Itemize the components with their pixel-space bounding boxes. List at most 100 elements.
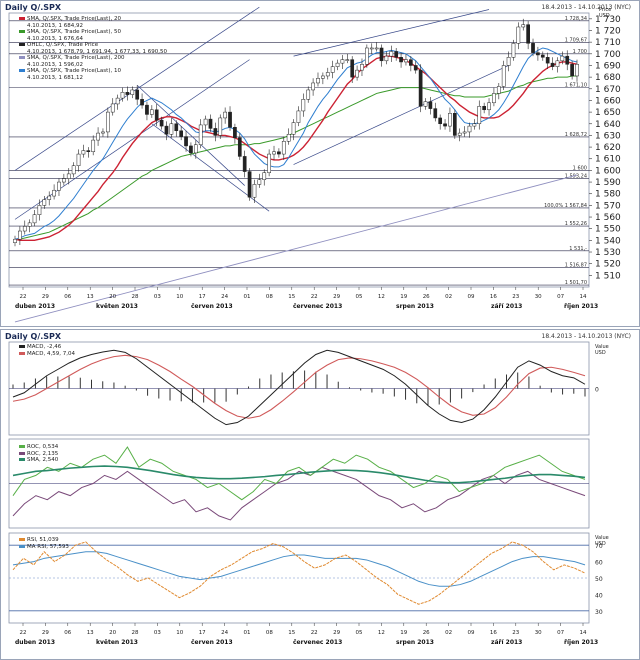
- ind-x-label-21: 16: [490, 630, 497, 636]
- candle-body-90: [452, 113, 457, 136]
- level-label-4: 1 628,72: [565, 132, 587, 138]
- candle-body-23: [125, 92, 130, 95]
- candle-body-65: [330, 66, 335, 73]
- price-y-label-16: 1 670: [595, 85, 621, 95]
- candle-body-39: [203, 118, 208, 126]
- price-axis-label: Price: [599, 7, 611, 13]
- candle-body-60: [306, 89, 311, 100]
- price-x-label-16: 12: [378, 294, 385, 300]
- roc-legend-b: ROC, 2,135: [19, 451, 58, 458]
- legend-sma50-swatch: [19, 30, 25, 33]
- candle-body-78: [394, 51, 399, 58]
- price-x-label-7: 10: [176, 294, 183, 300]
- candle-body-8: [52, 189, 56, 197]
- price-plot-area: [8, 12, 590, 288]
- rsi-legend-b-swatch: [19, 544, 25, 548]
- candle-body-24: [130, 89, 135, 95]
- price-y-label-21: 1 720: [595, 26, 621, 36]
- candle-body-13: [76, 153, 81, 166]
- candle-body-107: [536, 52, 540, 56]
- rsi-y-label-4: 70: [595, 543, 603, 550]
- candle-body-92: [462, 131, 467, 134]
- candle-body-75: [379, 47, 384, 62]
- price-y-label-17: 1 680: [595, 73, 621, 83]
- price-y-label-10: 1 610: [595, 155, 621, 165]
- price-x-label-9: 24: [221, 294, 228, 300]
- price-chart: 1 728,34 1 709,67 1 700 1 671,10 1 628,72 1 6…: [8, 6, 621, 323]
- level-label-11: 1 501,70: [565, 280, 587, 286]
- candle-body-86: [433, 108, 438, 119]
- price-y-label-12: 1 630: [595, 131, 621, 141]
- candle-body-102: [511, 43, 516, 58]
- ind-x-label-20: 09: [468, 630, 475, 636]
- candle-body-49: [252, 184, 257, 198]
- legend-sma50-value: 4.10.2013, 1 676,64: [27, 35, 83, 42]
- candle-body-0: [13, 238, 17, 243]
- candle-body-21: [115, 97, 120, 105]
- legend-sma20: SMA, Q/.SPX, Trade Price(Last), 20: [19, 16, 167, 23]
- price-y-label-5: 1 560: [595, 213, 621, 223]
- price-y-label-11: 1 620: [595, 143, 621, 153]
- rsi-y-label-2: 50: [595, 576, 603, 583]
- channel-upper2-line: [293, 9, 490, 57]
- candle-body-61: [311, 82, 315, 91]
- candle-body-47: [242, 156, 247, 172]
- ind-x-label-24: 07: [557, 630, 564, 636]
- candle-body-40: [208, 118, 213, 129]
- ind-month-label-4: srpen 2013: [396, 639, 434, 646]
- candle-body-103: [516, 26, 521, 44]
- candle-body-7: [47, 195, 52, 200]
- candle-body-34: [179, 130, 184, 137]
- price-x-label-11: 08: [266, 294, 273, 300]
- price-month-label-5: září 2013: [491, 303, 522, 310]
- legend-sma200-value: 4.10.2013, 1 596,02: [27, 61, 83, 68]
- candle-body-30: [159, 120, 164, 127]
- price-x-label-18: 26: [423, 294, 430, 300]
- ind-month-label-1: květen 2013: [96, 639, 138, 646]
- candle-body-84: [423, 101, 428, 107]
- price-y-label-4: 1 550: [595, 225, 621, 235]
- candle-body-82: [413, 65, 418, 71]
- candle-body-20: [110, 103, 115, 113]
- roc-legend: ROC, 0,534 ROC, 2,135 SMA, 2,540: [19, 444, 58, 464]
- rsi-line: [12, 541, 586, 605]
- candle-body-9: [57, 181, 61, 191]
- candle-body-100: [501, 65, 506, 87]
- candle-body-4: [32, 214, 37, 224]
- roc-legend-b-label: ROC, 2,135: [27, 450, 59, 457]
- candle-body-17: [96, 132, 100, 141]
- candle-body-25: [135, 89, 140, 100]
- price-x-label-8: 17: [199, 294, 206, 300]
- legend-sma20-swatch: [19, 17, 25, 20]
- level-label-9: 1 531,-: [569, 246, 587, 252]
- price-axis-unit: USD: [599, 13, 610, 19]
- candle-body-41: [213, 128, 218, 136]
- candle-body-64: [325, 72, 330, 77]
- rsi-y-label-1: 40: [595, 592, 603, 599]
- legend-sma10-swatch: [19, 69, 25, 72]
- indicator-panel-date-range: 18.4.2013 - 14.10.2013 (NYC): [541, 333, 631, 340]
- candle-body-14: [81, 150, 86, 155]
- legend-sma10-label: SMA, Q/.SPX, Trade Price(Last), 10: [27, 68, 121, 74]
- candle-body-12: [71, 165, 76, 175]
- indicator-panel-title: Daily Q/.SPX: [5, 332, 62, 341]
- price-panel: Daily Q/.SPX 18.4.2013 - 14.10.2013 (NYC…: [0, 0, 640, 327]
- price-y-label-22: 1 730: [595, 15, 621, 25]
- level-label-3: 1 671,10: [565, 83, 587, 89]
- rsi-legend-a: RSI, 51,039: [19, 537, 69, 544]
- candle-body-62: [316, 78, 320, 84]
- rsi-legend-b: MA RSI, 57,593: [19, 544, 69, 551]
- candle-body-32: [169, 123, 174, 135]
- macd-legend-b-swatch: [19, 351, 25, 355]
- candle-body-108: [540, 54, 545, 58]
- price-panel-title: Daily Q/.SPX: [5, 3, 62, 12]
- downtrend-line: [136, 85, 245, 186]
- candle-body-27: [145, 104, 149, 115]
- candle-body-104: [521, 24, 526, 28]
- price-x-label-25: 14: [580, 294, 587, 300]
- price-month-label-3: červenec 2013: [293, 303, 342, 310]
- roc-legend-a: ROC, 0,534: [19, 444, 58, 451]
- legend-ohlc: OHLC, Q/.SPX, Trade Price: [19, 42, 167, 49]
- candle-body-77: [389, 51, 394, 57]
